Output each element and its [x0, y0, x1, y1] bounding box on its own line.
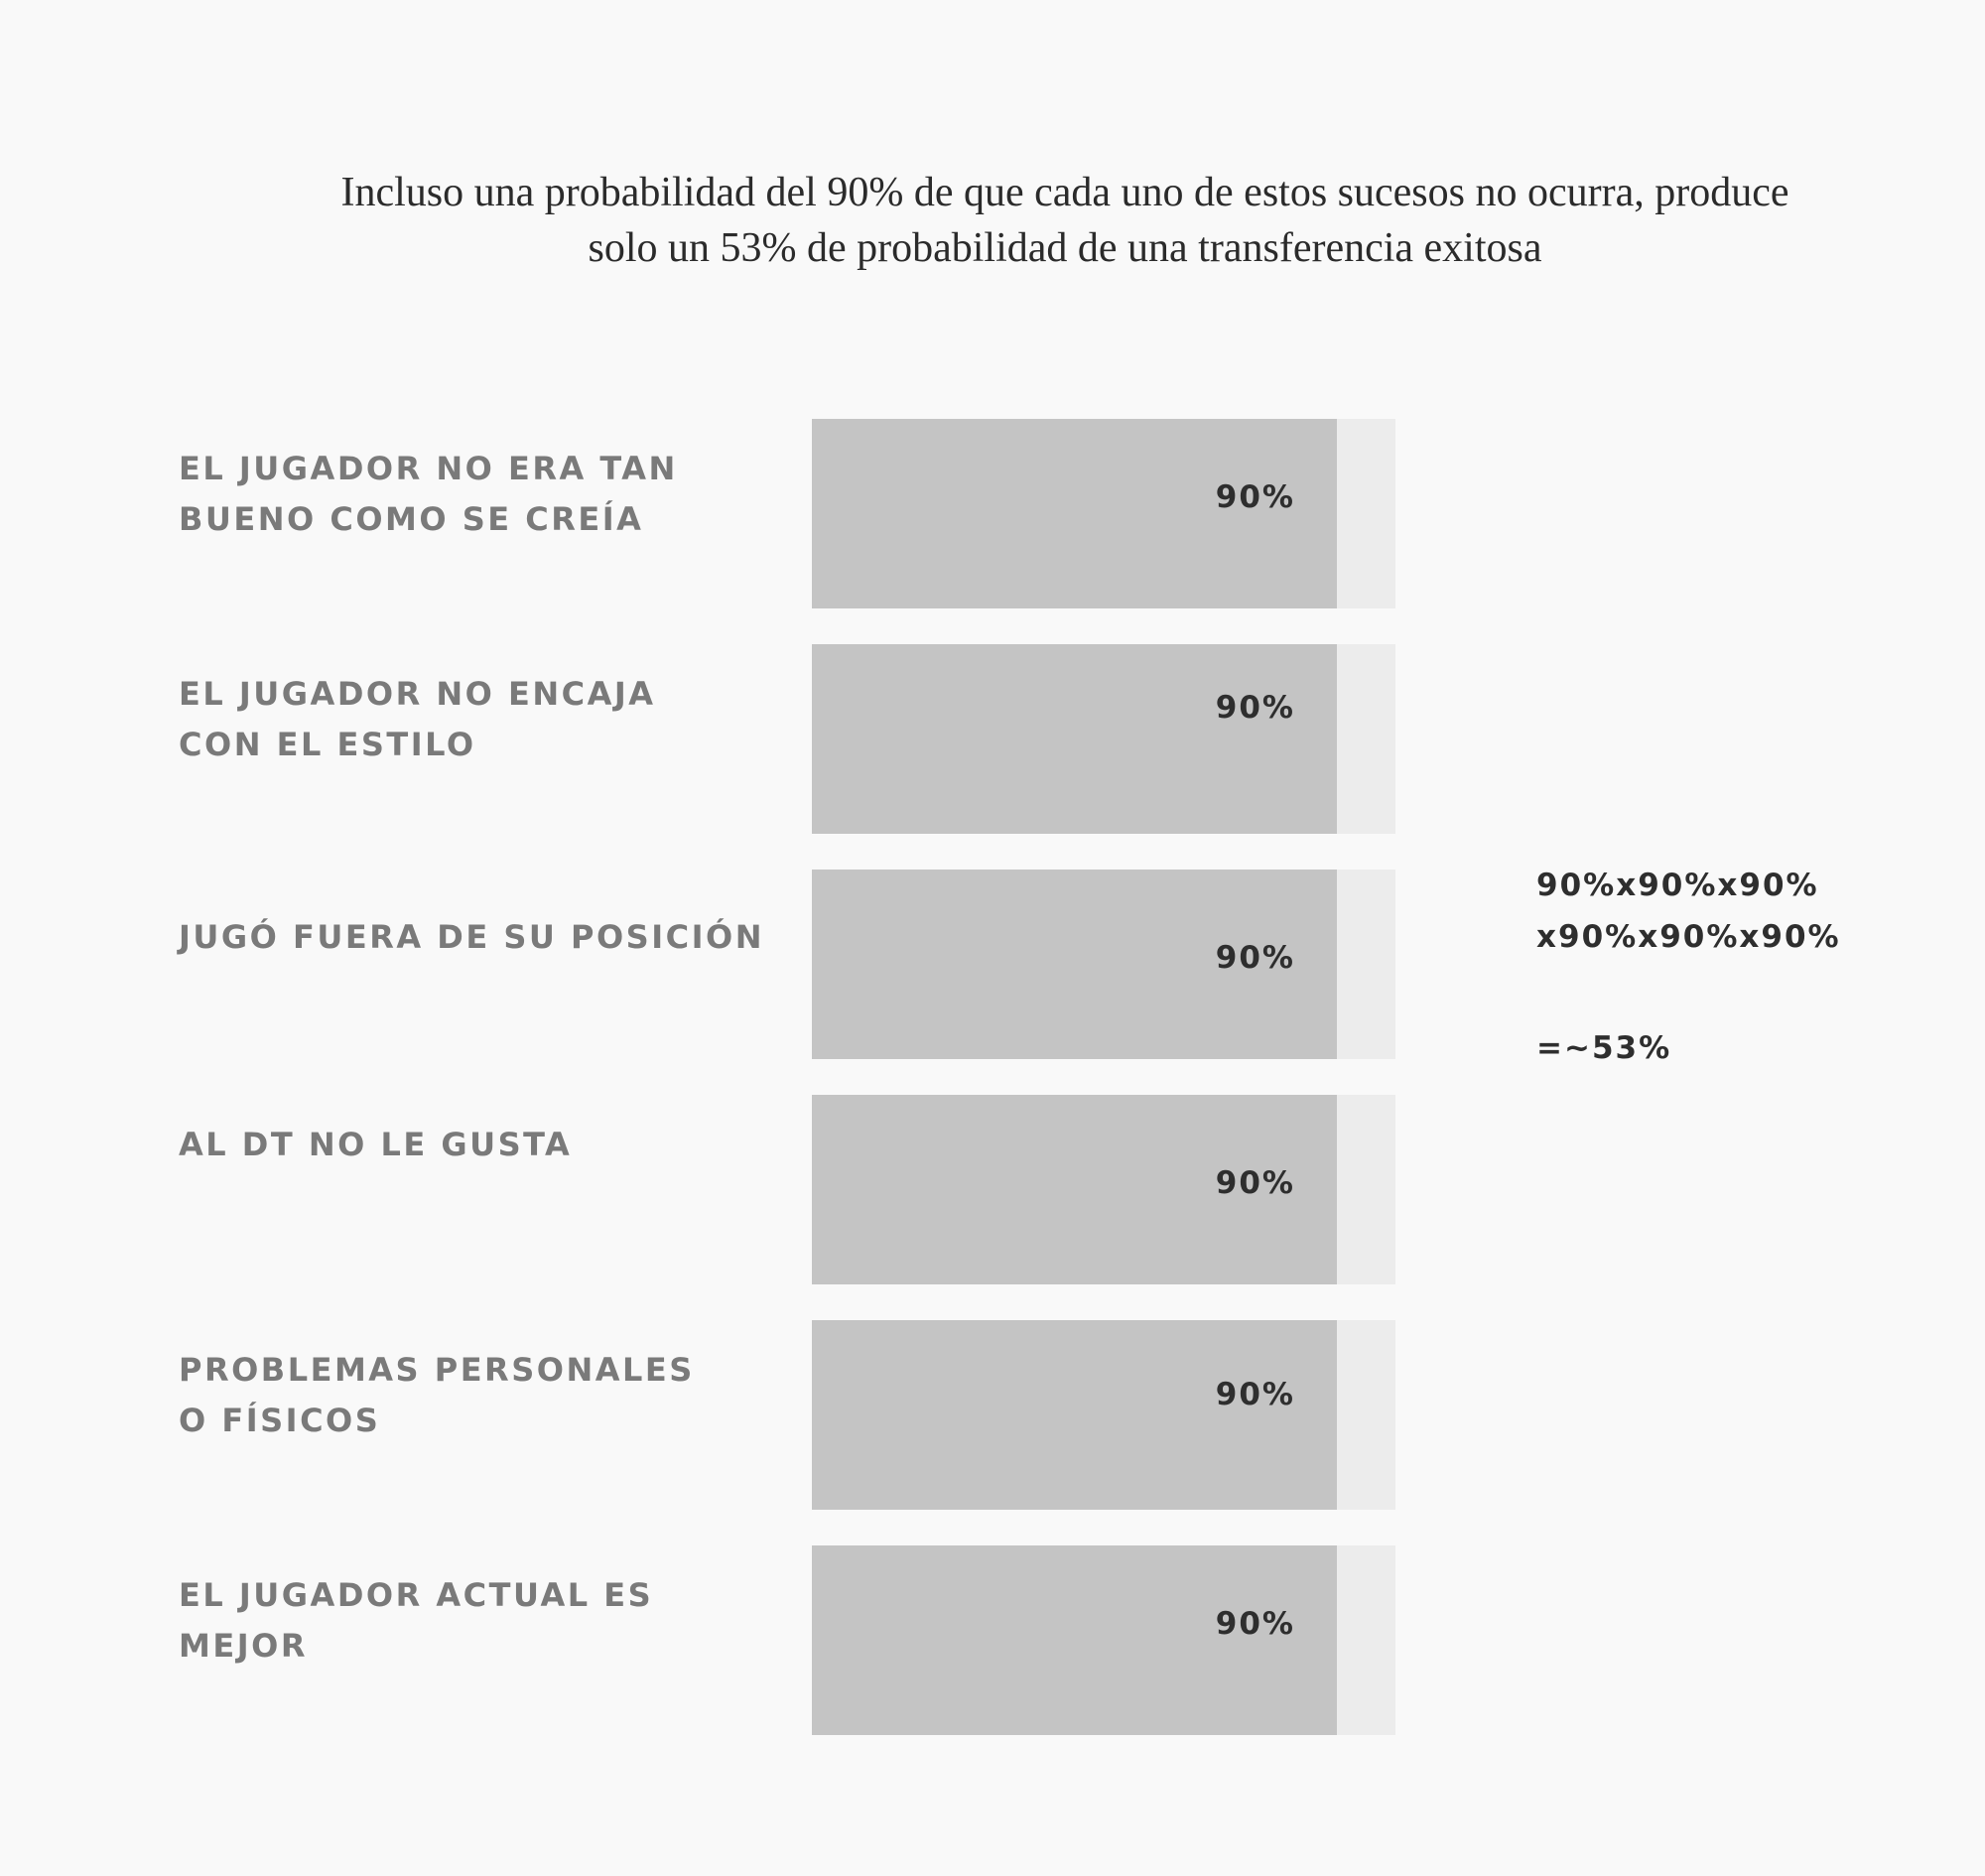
- bar-value-label: 90%: [1215, 1606, 1295, 1642]
- chart-title: Incluso una probabilidad del 90% de que …: [0, 165, 1985, 276]
- bar-track: 90%: [812, 644, 1395, 834]
- bar-value-label: 90%: [1215, 940, 1295, 976]
- bar: 90%: [812, 1320, 1337, 1510]
- bar-value-label: 90%: [1215, 690, 1295, 726]
- chart-title-line-1: Incluso una probabilidad del 90% de que …: [340, 170, 1789, 215]
- bar-value-label: 90%: [1215, 1377, 1295, 1412]
- bar-track: 90%: [812, 1545, 1395, 1735]
- bar-value-label: 90%: [1215, 1165, 1295, 1201]
- bar: 90%: [812, 870, 1337, 1059]
- bar-category-label: EL JUGADOR ACTUAL ES MEJOR: [179, 1576, 654, 1665]
- chart-title-line-2: solo un 53% de probabilidad de una trans…: [588, 225, 1542, 271]
- bar-track: 90%: [812, 419, 1395, 608]
- formula-annotation: 90%x90%x90% x90%x90%x90% =~53%: [1536, 860, 1841, 1074]
- formula-line-1: 90%x90%x90%: [1536, 868, 1819, 903]
- bar: 90%: [812, 644, 1337, 834]
- bar: 90%: [812, 1095, 1337, 1284]
- bar: 90%: [812, 419, 1337, 608]
- bar-category-label: JUGÓ FUERA DE SU POSICIÓN: [179, 918, 764, 956]
- formula-line-2: x90%x90%x90%: [1536, 919, 1841, 955]
- bar-track: 90%: [812, 1095, 1395, 1284]
- formula-result: =~53%: [1536, 1030, 1672, 1066]
- bar-category-label: EL JUGADOR NO ENCAJA CON EL ESTILO: [179, 675, 656, 763]
- bar-category-label: EL JUGADOR NO ERA TAN BUENO COMO SE CREÍ…: [179, 450, 678, 538]
- bar-value-label: 90%: [1215, 479, 1295, 515]
- bar-track: 90%: [812, 1320, 1395, 1510]
- bar-category-label: PROBLEMAS PERSONALES O FÍSICOS: [179, 1351, 695, 1439]
- bar: 90%: [812, 1545, 1337, 1735]
- bar-track: 90%: [812, 870, 1395, 1059]
- bar-category-label: AL DT NO LE GUSTA: [179, 1126, 573, 1163]
